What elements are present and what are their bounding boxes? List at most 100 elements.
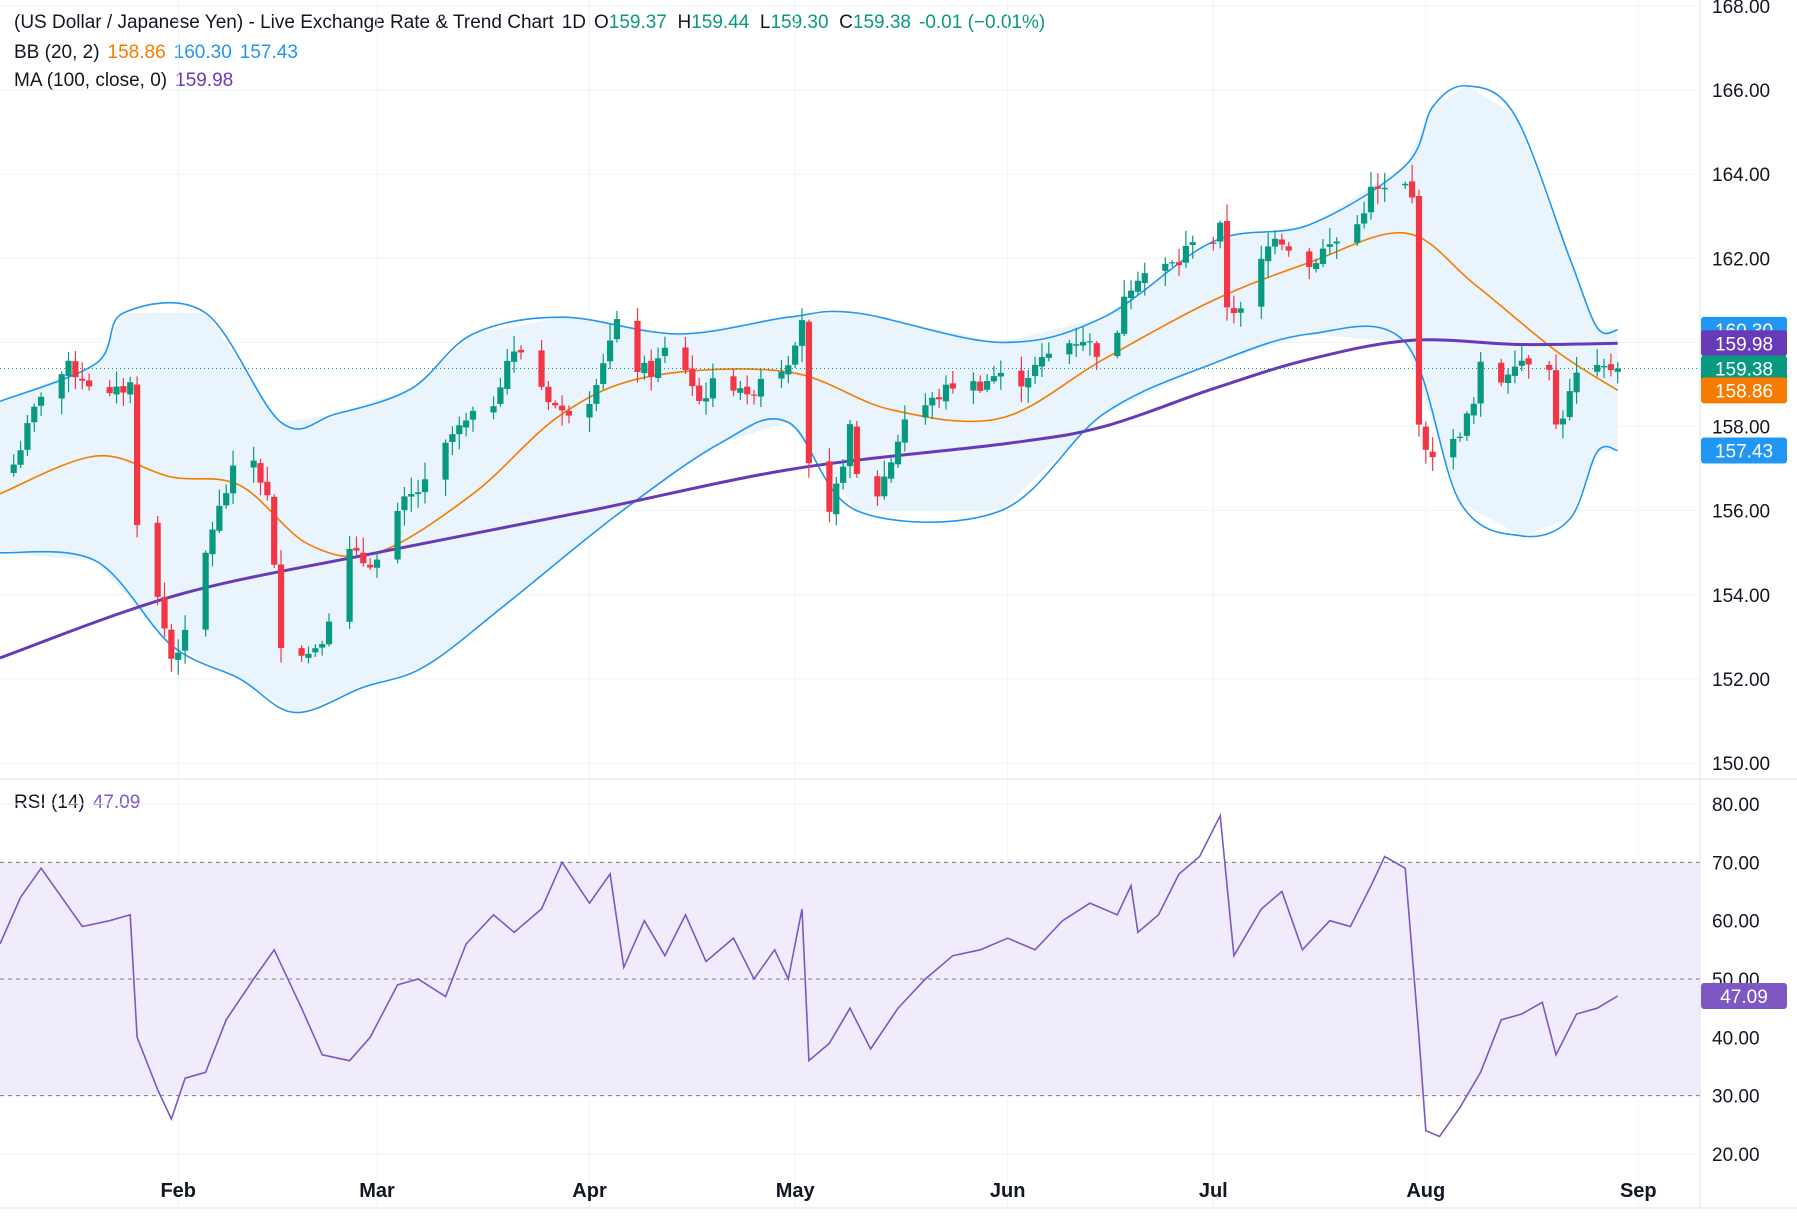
candle-down: [552, 400, 559, 409]
candle-body: [511, 351, 518, 362]
candle-down: [689, 355, 696, 396]
candle-body: [127, 382, 134, 395]
candle-down: [1552, 354, 1560, 430]
candle-body: [1354, 224, 1361, 243]
candle-down: [744, 375, 751, 405]
candle-body: [1217, 222, 1224, 242]
candle-up: [1313, 258, 1320, 273]
candle-up: [1134, 271, 1142, 296]
candle-body: [936, 397, 943, 400]
candle-down: [1498, 358, 1505, 387]
candle-body: [558, 405, 566, 411]
candle-up: [654, 347, 662, 383]
candle-up: [1169, 259, 1176, 267]
candle-body: [648, 360, 655, 377]
candle-body: [1121, 296, 1128, 334]
price-tag-bg: [1701, 355, 1787, 382]
candle-body: [1511, 366, 1519, 376]
candle-body: [113, 386, 120, 395]
candle-up: [1518, 345, 1525, 372]
candle-body: [744, 386, 751, 395]
candle-up: [1025, 370, 1032, 403]
candle-down: [257, 458, 264, 496]
time-tick-label: Feb: [160, 1180, 196, 1202]
candle-body: [538, 350, 545, 387]
bb-label: BB (20, 2): [14, 42, 100, 63]
candle-body: [1182, 245, 1189, 263]
legend-rsi[interactable]: RSI (14) 47.09: [14, 792, 140, 814]
candle-body: [888, 462, 895, 479]
candle-up: [325, 613, 333, 647]
candle-body: [1306, 251, 1313, 267]
candle-up: [1121, 279, 1128, 337]
candle-body: [874, 476, 881, 497]
candle-body: [997, 372, 1004, 377]
candle-body: [449, 434, 456, 442]
candle-up: [1450, 428, 1457, 470]
candle-up: [613, 310, 621, 343]
candle-body: [305, 653, 312, 658]
candle-up: [606, 324, 614, 369]
candle-up: [1456, 432, 1464, 442]
candle-up: [312, 644, 319, 657]
candle-down: [1374, 173, 1381, 205]
candles[interactable]: [10, 164, 1621, 675]
candle-up: [1367, 171, 1375, 220]
candle-down: [1285, 241, 1292, 257]
candle-body: [1402, 183, 1409, 186]
candle-body: [1525, 358, 1532, 365]
candle-body: [10, 464, 17, 473]
price-tag-bg: [1701, 377, 1787, 404]
candle-body: [1450, 438, 1457, 458]
candle-body: [415, 492, 422, 495]
rsi-pane: [0, 778, 1797, 1138]
candle-body: [1025, 377, 1032, 388]
low-value: 159.30: [770, 12, 829, 33]
candle-up: [942, 375, 950, 410]
candle-down: [949, 371, 956, 394]
legend-ma[interactable]: MA (100, close, 0) 159.98: [14, 70, 233, 92]
candle-body: [360, 552, 367, 564]
legend-bb[interactable]: BB (20, 2) 158.86 160.30 157.43: [14, 42, 298, 64]
candle-body: [1045, 353, 1052, 358]
open-value: 159.37: [608, 12, 667, 33]
candle-up: [888, 458, 895, 483]
candle-down: [1408, 164, 1416, 204]
ma-label: MA (100, close, 0): [14, 70, 168, 91]
candle-down: [1546, 361, 1553, 381]
candle-body: [1189, 242, 1196, 246]
candle-body: [613, 319, 621, 340]
candle-up: [421, 462, 429, 504]
candle-body: [990, 376, 998, 382]
price-tick-label: 164.00: [1712, 165, 1770, 186]
interval-label: 1D: [561, 12, 586, 33]
candle-body: [853, 426, 860, 474]
candle-down: [277, 550, 285, 663]
price-tick-label: 158.00: [1712, 418, 1770, 439]
candle-body: [1230, 308, 1237, 314]
candle-up: [31, 403, 38, 432]
candle-down: [696, 377, 703, 405]
candle-down: [1093, 340, 1100, 370]
low-label: L: [759, 12, 771, 33]
candle-down: [826, 448, 833, 523]
candle-body: [1607, 364, 1614, 371]
candle-down: [168, 624, 175, 672]
candle-body: [497, 387, 504, 404]
candle-body: [442, 442, 449, 480]
candle-up: [1073, 327, 1080, 357]
candle-body: [394, 510, 401, 560]
candle-body: [894, 441, 902, 465]
candle-up: [1141, 262, 1148, 296]
candle-body: [277, 564, 285, 649]
candle-up: [1559, 410, 1567, 439]
candle-up: [785, 355, 792, 384]
candle-up: [1600, 358, 1608, 379]
candle-down: [161, 582, 168, 638]
candle-body: [586, 404, 593, 418]
candle-body: [881, 476, 888, 497]
candle-body: [31, 406, 38, 423]
candle-body: [798, 320, 806, 346]
candle-body: [120, 386, 127, 393]
